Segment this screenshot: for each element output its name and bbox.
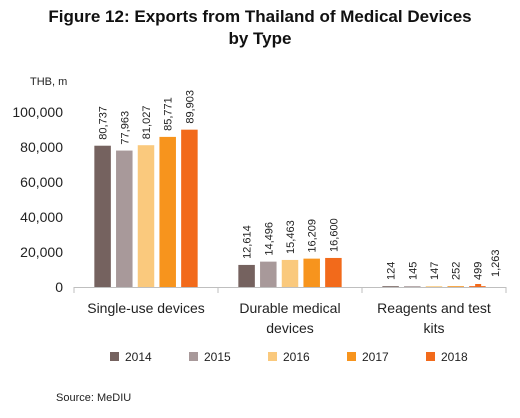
data-label: 81,027 bbox=[141, 106, 153, 140]
bar-2015-cat-1 bbox=[260, 261, 277, 287]
x-category-label: kits bbox=[424, 320, 445, 336]
data-label: 77,963 bbox=[119, 111, 131, 145]
bar-2015-cat-2 bbox=[404, 286, 421, 287]
y-tick-label: 0 bbox=[55, 279, 63, 295]
data-label: 14,496 bbox=[263, 222, 275, 256]
legend-label-2018: 2018 bbox=[441, 350, 468, 364]
legend-swatch-2017 bbox=[347, 352, 356, 361]
bar-2017-cat-2 bbox=[447, 286, 464, 287]
bar-2016-cat-2 bbox=[425, 286, 443, 287]
source-note: Source: MeDIU bbox=[56, 392, 132, 404]
chart-title-line-1: Figure 12: Exports from Thailand of Medi… bbox=[48, 7, 472, 26]
legend-label-2016: 2016 bbox=[283, 350, 310, 364]
y-axis-unit-label: THB, m bbox=[30, 76, 67, 88]
data-label: 89,903 bbox=[184, 90, 196, 124]
y-tick-label: 20,000 bbox=[20, 244, 63, 260]
data-label: 80,737 bbox=[98, 106, 110, 140]
legend-label-2015: 2015 bbox=[204, 350, 231, 364]
y-tick-label: 60,000 bbox=[20, 174, 63, 190]
y-tick-label: 40,000 bbox=[20, 209, 63, 225]
x-category-label: Reagents and test bbox=[377, 300, 491, 316]
data-label: 147 bbox=[429, 262, 441, 280]
x-category-label: Single-use devices bbox=[87, 300, 205, 316]
legend-swatch-2014 bbox=[110, 352, 119, 361]
bar-2014-cat-0 bbox=[94, 145, 111, 287]
legend-swatch-2015 bbox=[189, 352, 198, 361]
data-label: 12,614 bbox=[242, 225, 254, 259]
bar-2014-cat-1 bbox=[238, 264, 255, 287]
data-label: 85,771 bbox=[163, 97, 175, 131]
legend-label-2014: 2014 bbox=[125, 350, 152, 364]
data-label-extra: 1,263 bbox=[490, 249, 502, 277]
bar-2015-cat-0 bbox=[116, 150, 133, 287]
data-label: 16,209 bbox=[307, 219, 319, 253]
data-label: 252 bbox=[451, 262, 463, 280]
bar-2016-cat-1 bbox=[281, 259, 299, 287]
bar-2016-cat-0 bbox=[137, 145, 155, 287]
legend-label-2017: 2017 bbox=[362, 350, 389, 364]
legend-swatch-2016 bbox=[268, 352, 277, 361]
bar-2018-cat-0 bbox=[181, 129, 198, 287]
chart-title: Figure 12: Exports from Thailand of Medi… bbox=[0, 6, 520, 50]
data-label: 15,463 bbox=[285, 220, 297, 254]
y-tick-label: 80,000 bbox=[20, 139, 63, 155]
legend-swatch-2018 bbox=[426, 352, 435, 361]
data-label: 145 bbox=[407, 262, 419, 280]
bar-2017-cat-1 bbox=[303, 258, 320, 287]
y-tick-label: 100,000 bbox=[12, 104, 63, 120]
x-category-label: Durable medical bbox=[239, 300, 340, 316]
data-label: 124 bbox=[386, 262, 398, 280]
bar-2017-cat-0 bbox=[159, 136, 176, 287]
bar-2014-cat-2 bbox=[382, 286, 399, 287]
bar-2018-cat-1 bbox=[325, 257, 342, 287]
bar-extra bbox=[475, 284, 482, 287]
data-label: 16,600 bbox=[328, 218, 340, 252]
data-label: 499 bbox=[472, 262, 484, 280]
x-category-label: devices bbox=[266, 320, 313, 336]
chart-title-line-2: by Type bbox=[228, 29, 292, 48]
